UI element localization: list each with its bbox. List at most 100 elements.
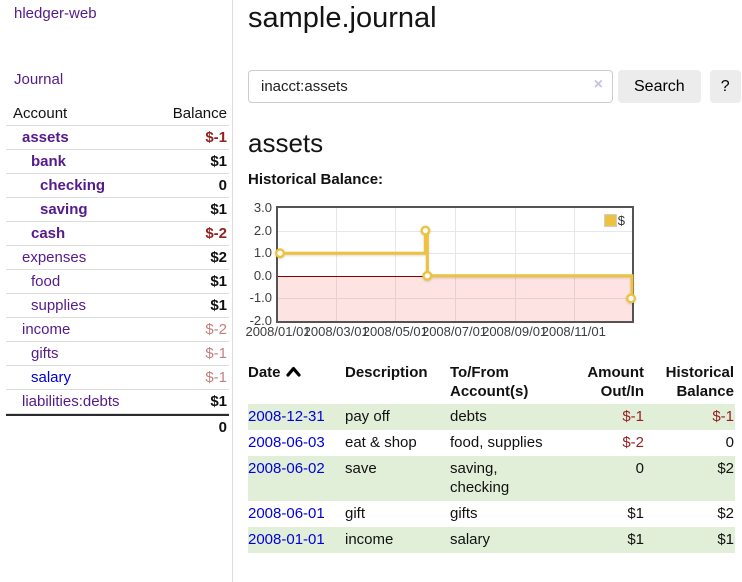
account-balance: $1 [210,201,227,218]
account-link-income[interactable]: income [22,321,71,338]
y-axis-tick-label: 2.0 [253,222,272,238]
x-axis-tick-label: 2008/09/01 [482,324,548,339]
x-axis-tick-label: 2008/05/01 [362,324,428,339]
y-axis-tick-label: -2.0 [249,313,272,328]
balance-column-header: Historical Balance [665,364,734,400]
account-link-checking[interactable]: checking [40,177,106,194]
transaction-date-link[interactable]: 2008-06-01 [248,505,325,522]
chevron-up-icon [285,367,301,377]
account-row: assets $-1 [6,126,229,150]
account-link-assets[interactable]: assets [22,129,69,146]
x-axis-tick-label: 2008/01/01 [245,324,311,339]
search-form: × Search ? [248,70,741,103]
x-gridline [514,208,516,321]
x-gridline [336,208,338,321]
account-link-salary[interactable]: salary [31,369,72,386]
account-row: saving $1 [6,198,229,222]
page-title: sample.journal [248,2,437,34]
account-balance: $-2 [205,225,227,242]
account-balance: $-1 [205,345,227,362]
clear-search-icon[interactable]: × [593,76,603,93]
account-link-cash[interactable]: cash [31,225,66,242]
transaction-accounts: salary [450,531,491,548]
account-row: income $-2 [6,318,229,342]
transaction-amount: $-2 [622,434,644,451]
transaction-date-link[interactable]: 2008-06-03 [248,434,325,451]
register-header-row: Date Description To/From Account(s) Amou… [248,361,735,404]
search-input[interactable] [248,70,613,103]
register-row: 2008-06-03 eat & shop food, supplies $-2… [248,430,735,456]
tofrom-column-header: To/From Account(s) [450,364,529,400]
x-gridline [395,208,397,321]
accounts-total-value: 0 [218,418,227,436]
account-link-liabilities-debts[interactable]: liabilities:debts [22,393,120,410]
account-link-gifts[interactable]: gifts [31,345,59,362]
account-row: checking 0 [6,174,229,198]
y-axis-tick-label: 1.0 [253,245,272,261]
search-button[interactable]: Search [618,70,701,103]
account-balance: $1 [210,153,227,170]
transaction-date-link[interactable]: 2008-01-01 [248,531,325,548]
negative-region [278,275,632,321]
historical-balance-chart[interactable]: $ 3.0 2.0 1.0 0.0 -1.0 -2.0 2008/01/01 2008/03/… [245,200,637,339]
y-axis-tick-label: 0.0 [253,267,272,283]
app-title-link[interactable]: hledger-web [14,5,97,22]
register-row: 2008-12-31 pay off debts $-1 $-1 [248,404,735,430]
account-row: cash $-2 [6,222,229,246]
transaction-amount: $1 [627,505,644,522]
x-axis-tick-label: 2008/03/01 [303,324,369,339]
help-button[interactable]: ? [709,70,741,103]
chart-legend: $ [601,212,627,229]
balance-column-header: Balance [172,105,227,122]
transaction-description: save [345,460,377,477]
transaction-amount: $1 [627,531,644,548]
x-gridline [573,208,575,321]
transaction-accounts: gifts [450,505,478,522]
account-link-supplies[interactable]: supplies [31,297,87,314]
data-point-marker [422,270,433,281]
account-row: salary $-1 [6,366,229,390]
account-row: liabilities:debts $1 [6,390,229,414]
data-point-marker [275,248,285,259]
y-gridline [278,253,632,255]
amount-column-header: Amount Out/In [587,364,644,400]
account-link-saving[interactable]: saving [40,201,88,218]
transaction-balance: $2 [717,460,734,477]
data-point-marker [626,293,637,304]
transaction-balance: $2 [717,505,734,522]
account-column-header: Account [13,105,68,122]
sidebar: hledger-web Journal Account Balance asse… [0,0,233,582]
account-row: bank $1 [6,150,229,174]
date-column-header[interactable]: Date [248,361,345,404]
chart-label: Historical Balance: [248,171,384,188]
transaction-date-link[interactable]: 2008-06-02 [248,460,325,477]
y-axis-tick-label: -1.0 [249,290,272,306]
account-balance: $1 [210,273,227,290]
register-row: 2008-01-01 income salary $1 $1 [248,527,735,553]
transaction-description: income [345,531,394,548]
main-content: sample.journal × Search ? assets Histori… [245,0,742,582]
nav-journal-link[interactable]: Journal [14,71,64,88]
transaction-date-link[interactable]: 2008-12-31 [248,408,325,425]
register-row: 2008-06-01 gift gifts $1 $2 [248,501,735,527]
register-row: 2008-06-02 save saving, checking 0 $2 [248,456,735,501]
account-heading: assets [248,128,324,158]
y-gridline [278,298,632,300]
transaction-description: eat & shop [345,434,417,451]
account-balance: 0 [218,177,227,194]
account-balance: $-2 [205,321,227,338]
account-row: supplies $1 [6,294,229,318]
register-table: Date Description To/From Account(s) Amou… [248,361,735,553]
account-link-expenses[interactable]: expenses [22,249,87,266]
transaction-description: gift [345,505,366,522]
x-gridline [454,208,456,321]
account-link-food[interactable]: food [31,273,61,290]
accounts-table: Account Balance assets $-1 bank $1 check… [6,102,229,438]
transaction-accounts: saving, checking [450,460,510,496]
date-header-label: Date [248,364,281,381]
x-axis-tick-label: 2008/11/01 [541,324,606,339]
transaction-balance: 0 [725,434,734,451]
transaction-amount: $-1 [622,408,644,425]
account-link-bank[interactable]: bank [31,153,67,170]
balance-line [275,225,637,304]
